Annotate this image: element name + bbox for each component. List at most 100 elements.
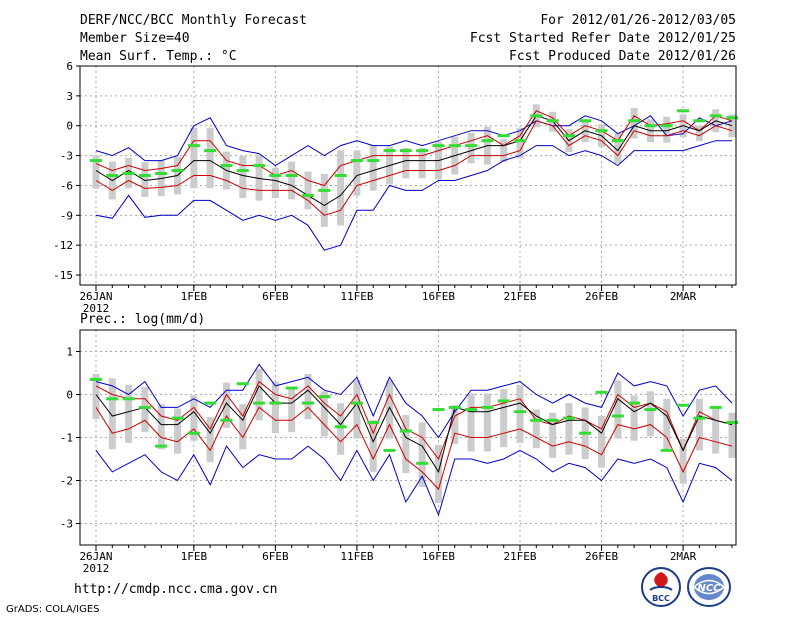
xtick-label-0-5: 21FEB <box>503 290 536 303</box>
box-1-12 <box>288 386 296 433</box>
median-marker-0-10 <box>253 164 266 168</box>
median-marker-1-22 <box>448 405 461 409</box>
box-0-19 <box>402 147 410 179</box>
median-marker-0-26 <box>514 139 526 143</box>
median-marker-0-34 <box>644 124 657 128</box>
median-marker-0-7 <box>204 149 217 153</box>
median-marker-1-35 <box>660 448 673 452</box>
temperature-panel: 6 3 0 -3 -6 -9 -12 -15 26JAN 1FEB 6FEB 11FEB 16FEB 21… <box>53 60 738 315</box>
median-marker-1-17 <box>367 420 380 424</box>
box-1-17 <box>369 420 377 472</box>
box-1-19 <box>402 414 410 473</box>
box-1-13 <box>304 374 312 420</box>
median-marker-1-7 <box>204 401 217 405</box>
source-url[interactable]: http://cmdp.ncc.cma.gov.cn <box>74 582 278 597</box>
series-mean-line-0 <box>95 115 733 206</box>
xtick-label-1-0: 26JAN <box>79 550 112 563</box>
series-mean-line-1 <box>95 385 733 474</box>
median-marker-0-33 <box>628 119 641 123</box>
box-1-27 <box>532 409 540 449</box>
median-marker-1-13 <box>302 401 314 405</box>
median-marker-0-11 <box>269 174 282 177</box>
median-marker-0-9 <box>236 169 249 173</box>
variable-label-temp: Mean Surf. Temp.: °C <box>80 49 237 64</box>
box-1-26 <box>516 384 524 443</box>
box-1-15 <box>337 403 345 455</box>
median-marker-1-37 <box>693 416 706 420</box>
series-lower-line-0 <box>95 120 733 216</box>
box-1-16 <box>353 380 361 439</box>
year-label-1: 2012 <box>83 562 110 575</box>
median-marker-0-3 <box>138 174 151 177</box>
ncc-logo: NCC <box>687 567 731 607</box>
grads-credit: GrADS: COLA/IGES <box>6 604 100 615</box>
median-marker-1-32 <box>611 414 624 418</box>
xtick-label-1-4: 16FEB <box>422 550 455 563</box>
median-marker-0-22 <box>448 144 461 148</box>
member-size-label: Member Size=40 <box>80 31 190 46</box>
box-0-7 <box>206 127 214 189</box>
box-1-2 <box>125 384 133 443</box>
median-marker-1-19 <box>399 429 412 433</box>
median-marker-1-36 <box>677 403 690 407</box>
box-0-16 <box>353 150 361 196</box>
box-1-39 <box>728 412 736 458</box>
chart-title: DERF/NCC/BCC Monthly Forecast <box>80 13 307 28</box>
box-0-3 <box>141 162 149 197</box>
median-marker-1-25 <box>497 399 510 403</box>
ytick-label-0-7: -15 <box>53 269 73 282</box>
box-1-11 <box>271 381 279 434</box>
box-1-23 <box>467 393 475 452</box>
ytick-label-0-0: 6 <box>66 60 73 73</box>
median-marker-1-29 <box>562 416 575 420</box>
median-marker-0-19 <box>399 149 412 153</box>
median-marker-0-31 <box>595 129 608 133</box>
box-1-6 <box>190 395 198 441</box>
plot-frame-0 <box>79 65 737 286</box>
series-min-line-1 <box>95 445 733 517</box>
box-1-7 <box>206 417 214 463</box>
box-1-22 <box>451 405 459 444</box>
median-marker-1-8 <box>220 418 233 422</box>
median-marker-0-4 <box>155 172 168 176</box>
box-0-33 <box>630 108 638 139</box>
median-marker-0-25 <box>497 134 510 138</box>
box-1-20 <box>418 422 426 487</box>
box-0-39 <box>728 114 736 138</box>
median-marker-0-27 <box>530 114 543 118</box>
box-0-12 <box>288 161 296 200</box>
median-marker-1-27 <box>530 418 543 422</box>
ytick-label-0-6: -12 <box>53 239 73 252</box>
median-marker-0-20 <box>416 149 429 153</box>
median-marker-1-39 <box>726 420 738 424</box>
ytick-label-1-1: 0 <box>66 389 73 402</box>
median-marker-0-8 <box>220 164 233 168</box>
median-marker-1-4 <box>155 444 168 448</box>
box-0-0 <box>92 155 100 189</box>
median-marker-0-30 <box>579 119 592 123</box>
box-1-14 <box>320 391 328 437</box>
median-marker-1-9 <box>236 382 249 386</box>
median-marker-0-1 <box>106 174 119 177</box>
median-marker-1-30 <box>579 431 592 435</box>
ncc-logo-text: NCC <box>697 583 721 594</box>
median-marker-0-28 <box>546 119 559 123</box>
median-marker-0-17 <box>367 159 380 163</box>
median-marker-1-24 <box>481 405 494 409</box>
median-marker-1-21 <box>432 408 445 412</box>
median-marker-1-1 <box>106 397 119 401</box>
median-marker-1-28 <box>546 418 559 422</box>
forecast-produced-date: Fcst Produced Date 2012/01/26 <box>509 49 736 64</box>
box-1-18 <box>386 380 394 439</box>
box-0-13 <box>304 171 312 210</box>
median-marker-1-16 <box>350 401 363 405</box>
box-0-9 <box>239 155 247 199</box>
box-1-31 <box>598 416 606 468</box>
xtick-label-1-1: 1FEB <box>181 550 208 563</box>
box-1-29 <box>565 403 573 455</box>
forecast-started-date: Fcst Started Refer Date 2012/01/25 <box>469 31 736 46</box>
box-1-9 <box>239 404 247 450</box>
median-marker-1-11 <box>269 401 282 405</box>
median-marker-1-31 <box>595 390 608 394</box>
